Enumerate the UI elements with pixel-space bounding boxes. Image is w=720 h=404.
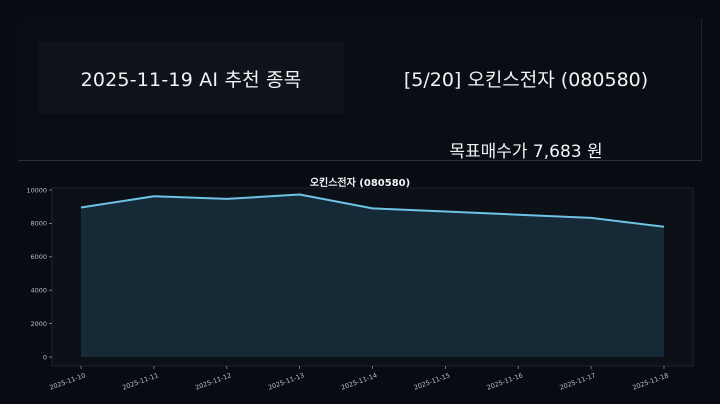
price-chart: 오킨스전자 (080580) 0 2000 4000 6000 8000 10000 20… — [0, 170, 720, 404]
x-tick-label: 2025-11-11 — [121, 371, 159, 391]
x-tick-label: 2025-11-14 — [340, 371, 378, 391]
target-buy-price: 목표매수가 7,683 원 — [449, 141, 603, 162]
y-tick-label: 4000 — [30, 287, 47, 295]
recommendation-date-title: 2025-11-19 AI 추천 종목 — [38, 42, 344, 114]
stock-title: [5/20] 오킨스전자 (080580) — [403, 68, 649, 91]
y-axis: 0 2000 4000 6000 8000 10000 — [26, 186, 52, 361]
x-tick-label: 2025-11-15 — [413, 371, 451, 391]
price-area — [81, 194, 664, 357]
x-tick-label: 2025-11-13 — [267, 371, 305, 391]
chart-title: 오킨스전자 (080580) — [309, 178, 411, 189]
price-line — [80, 193, 665, 228]
y-tick-label: 8000 — [30, 220, 47, 228]
x-tick-label: 2025-11-12 — [194, 371, 232, 391]
y-tick-label: 0 — [43, 353, 47, 361]
x-tick-label: 2025-11-16 — [486, 371, 524, 391]
x-tick-label: 2025-11-10 — [48, 371, 86, 391]
x-tick-label: 2025-11-17 — [559, 371, 597, 391]
x-tick-label: 2025-11-18 — [631, 371, 669, 391]
x-axis: 2025-11-10 2025-11-11 2025-11-12 2025-11-13… — [48, 366, 670, 392]
y-tick-label: 6000 — [30, 253, 47, 261]
y-tick-label: 10000 — [26, 186, 47, 194]
header-panel: 2025-11-19 AI 추천 종목 [5/20] 오킨스전자 (080580… — [18, 18, 702, 162]
y-tick-label: 2000 — [30, 320, 47, 328]
